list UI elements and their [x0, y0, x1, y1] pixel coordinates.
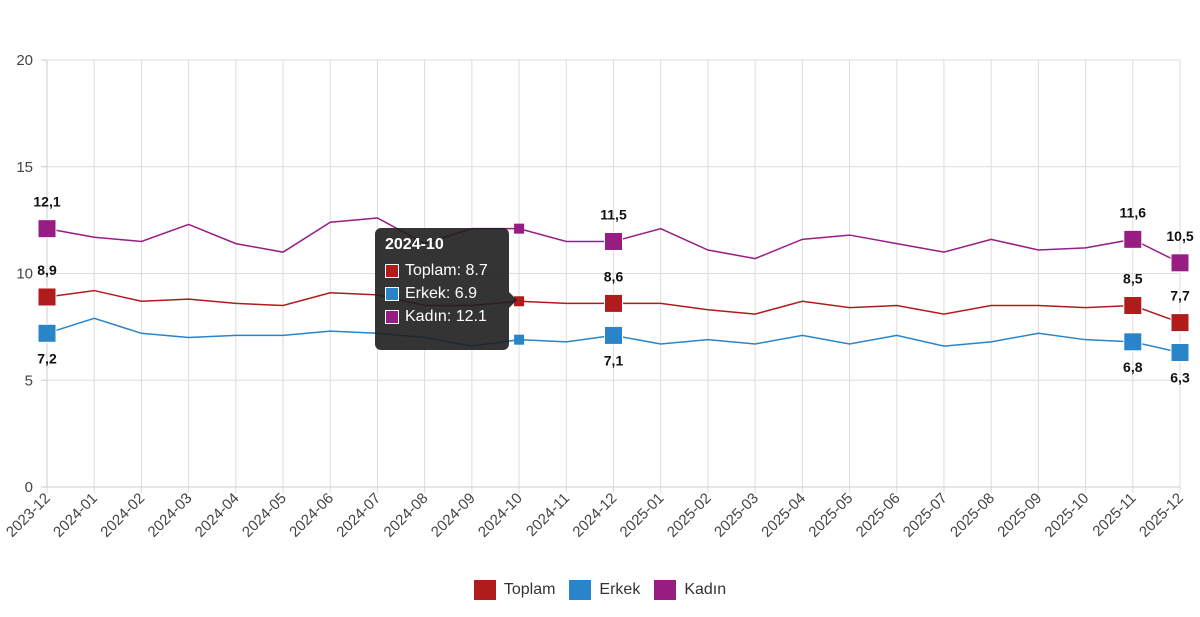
data-label: 7,2: [37, 350, 57, 366]
data-label: 8,6: [604, 268, 624, 284]
data-label: 6,8: [1123, 359, 1143, 375]
data-label: 7,7: [1170, 288, 1190, 304]
x-tick-label: 2024-03: [144, 490, 195, 541]
tooltip-row-toplam: Toplam: 8.7: [385, 262, 499, 280]
legend-item-toplam[interactable]: Toplam: [473, 580, 556, 600]
x-tick-label: 2025-03: [711, 490, 762, 541]
data-point-erkek: [604, 325, 623, 345]
hover-point-kadın: [514, 223, 525, 234]
x-tick-label: 2025-02: [664, 490, 715, 541]
data-point-erkek: [37, 323, 57, 343]
x-tick-label: 2024-11: [523, 490, 573, 540]
x-tick-label: 2024-07: [333, 490, 384, 541]
y-tick-label: 5: [25, 372, 33, 389]
legend-label: Erkek: [599, 581, 641, 598]
data-label: 11,5: [600, 206, 627, 222]
legend-label: Kadın: [684, 581, 727, 598]
data-label: 8,5: [1123, 271, 1143, 287]
y-tick-label: 10: [16, 266, 33, 283]
x-tick-label: 2025-07: [900, 490, 951, 541]
tooltip-swatch: [385, 287, 399, 301]
legend: Toplam Erkek Kadın: [0, 580, 1200, 600]
data-point-kadın: [1123, 229, 1143, 249]
x-tick-label: 2025-04: [758, 490, 809, 541]
legend-item-erkek[interactable]: Erkek: [569, 580, 640, 600]
data-label: 10,5: [1166, 228, 1193, 244]
y-tick-label: 15: [16, 159, 33, 176]
x-tick-label: 2024-09: [428, 490, 479, 541]
data-point-erkek: [1123, 332, 1143, 352]
tooltip-label: Toplam: 8.7: [405, 262, 488, 279]
x-tick-label: 2025-06: [853, 490, 904, 541]
x-tick-label: 2025-05: [805, 490, 856, 541]
legend-item-kadin[interactable]: Kadın: [654, 580, 726, 600]
data-point-toplam: [37, 287, 57, 307]
legend-swatch: [654, 580, 677, 600]
x-tick-label: 2025-01: [617, 490, 668, 541]
x-tick-label: 2025-08: [947, 490, 998, 541]
data-point-toplam: [1170, 313, 1190, 333]
hover-point-toplam: [514, 296, 525, 307]
x-tick-label: 2024-01: [50, 490, 101, 541]
data-point-kadın: [604, 231, 623, 251]
legend-swatch: [569, 580, 592, 600]
data-point-toplam: [1123, 296, 1143, 316]
hover-point-erkek: [514, 334, 525, 345]
x-tick-label: 2024-04: [192, 490, 243, 541]
data-point-kadın: [1170, 253, 1190, 273]
legend-swatch: [473, 580, 496, 600]
tooltip-label: Kadın: 12.1: [405, 308, 487, 325]
x-tick-label: 2025-12: [1136, 490, 1187, 541]
x-tick-label: 2024-10: [475, 490, 526, 541]
x-tick-label: 2024-08: [381, 490, 432, 541]
data-label: 8,9: [37, 262, 57, 278]
x-tick-label: 2023-12: [3, 490, 54, 541]
x-tick-label: 2025-11: [1089, 490, 1139, 540]
tooltip: 2024-10 Toplam: 8.7 Erkek: 6.9 Kadın: 12…: [375, 228, 517, 350]
tooltip-swatch: [385, 310, 399, 324]
x-tick-label: 2024-05: [239, 490, 290, 541]
y-tick-label: 20: [16, 52, 33, 69]
x-tick-label: 2025-10: [1041, 490, 1092, 541]
data-label: 7,1: [604, 352, 624, 368]
x-tick-label: 2024-02: [97, 490, 148, 541]
legend-label: Toplam: [503, 581, 556, 598]
x-tick-label: 2025-09: [994, 490, 1045, 541]
data-label: 12,1: [33, 194, 60, 210]
x-tick-label: 2024-12: [569, 490, 620, 541]
x-tick-label: 2024-06: [286, 490, 337, 541]
tooltip-label: Erkek: 6.9: [405, 285, 478, 302]
data-point-toplam: [604, 293, 623, 313]
data-label: 6,3: [1170, 369, 1190, 385]
y-tick-label: 0: [25, 479, 33, 496]
tooltip-swatch: [385, 264, 399, 278]
tooltip-row-kadin: Kadın: 12.1: [385, 308, 499, 326]
data-point-erkek: [1170, 342, 1190, 362]
tooltip-title: 2024-10: [385, 236, 444, 253]
tooltip-row-erkek: Erkek: 6.9: [385, 285, 499, 303]
data-point-kadın: [37, 219, 57, 239]
data-label: 11,6: [1120, 204, 1147, 220]
